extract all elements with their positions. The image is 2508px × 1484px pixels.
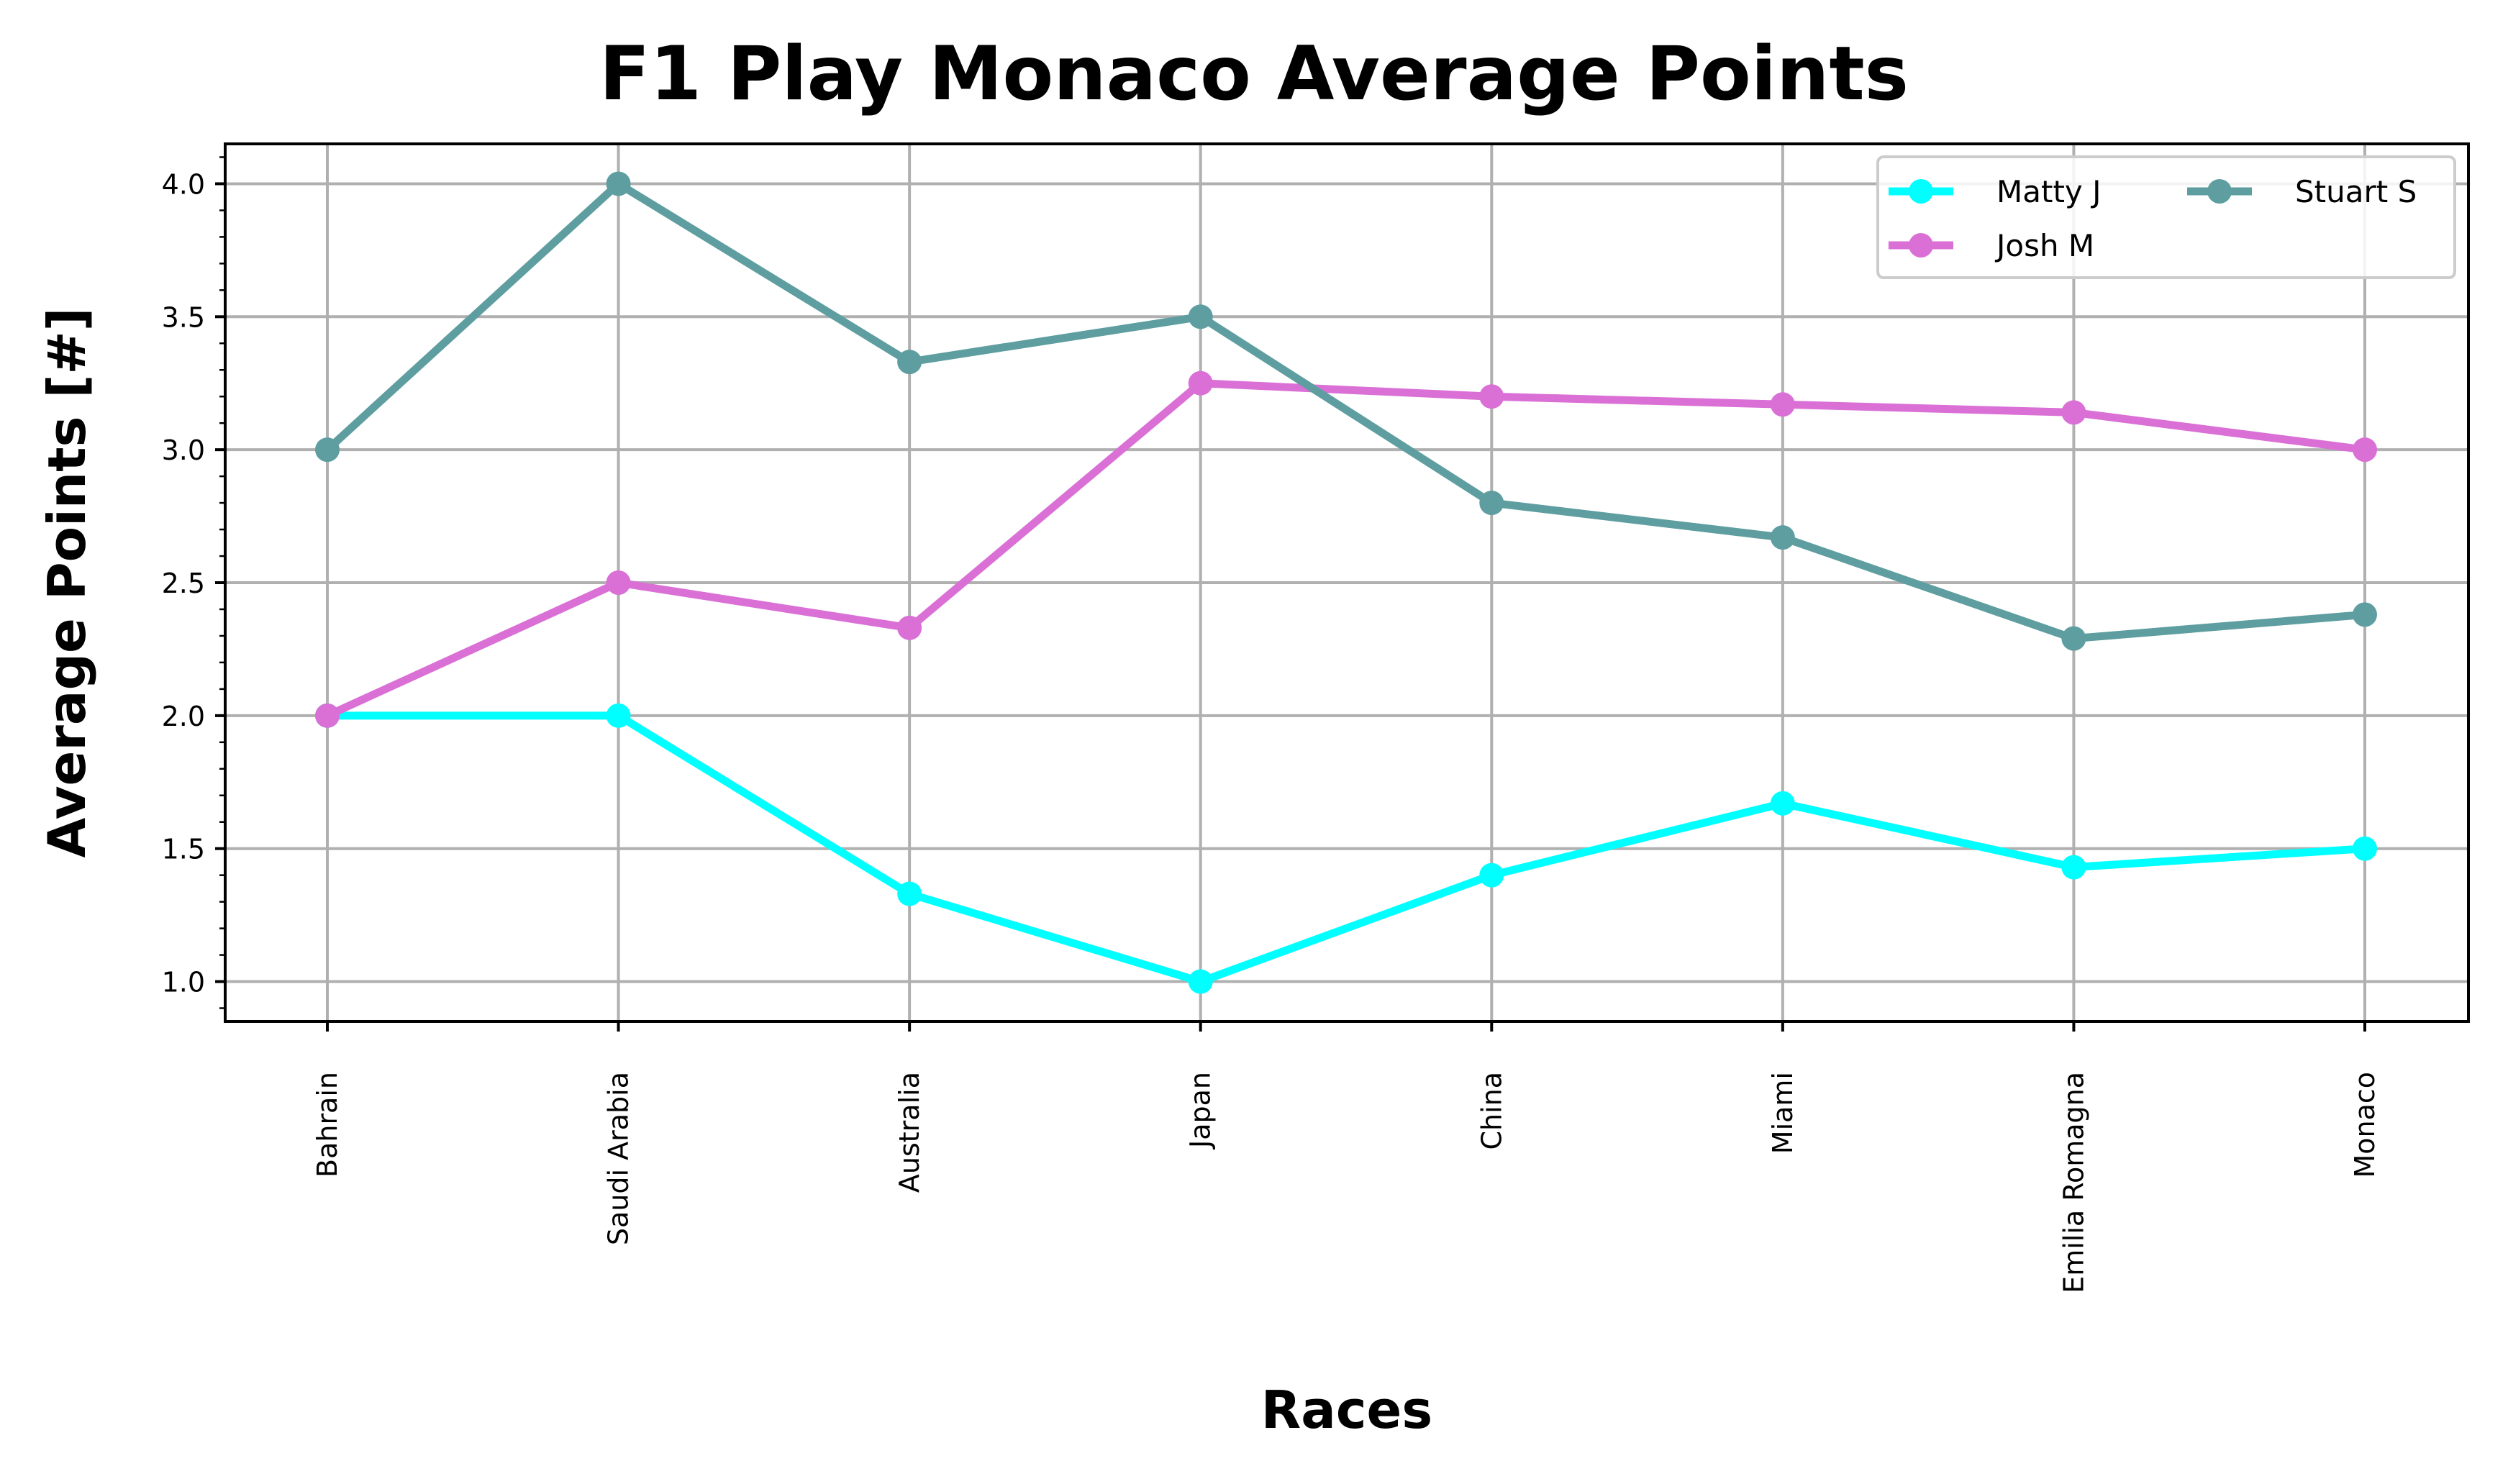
x-tick-label: Australia [894, 1072, 925, 1193]
data-point [315, 437, 340, 463]
legend: Matty J Josh M Stuart S [1876, 155, 2456, 279]
x-tick-label: Emilia Romagna [2058, 1072, 2089, 1293]
data-point [1479, 384, 1504, 409]
x-axis-label: Races [1261, 1380, 1432, 1440]
y-axis-label: Average Points [#] [37, 307, 97, 857]
x-tick-label: Bahrain [312, 1072, 343, 1178]
x-tick-label: Monaco [2349, 1072, 2381, 1178]
legend-swatch-marker [2207, 179, 2232, 204]
series-josh-m [315, 370, 2377, 728]
y-tick-label: 4.0 [162, 168, 205, 200]
x-tick-label: Japan [1185, 1072, 1217, 1150]
y-tick-label: 2.0 [162, 701, 205, 732]
legend-label: Matty J [1996, 174, 2102, 209]
data-point [2061, 855, 2086, 880]
data-point [1188, 370, 1213, 396]
data-point [1188, 304, 1213, 329]
legend-label: Stuart S [2295, 174, 2417, 209]
data-point [606, 703, 631, 728]
x-tick-label: Saudi Arabia [603, 1072, 635, 1245]
data-point [897, 615, 922, 640]
y-tick-label: 3.5 [162, 301, 205, 333]
chart-title: F1 Play Monaco Average Points [599, 31, 1909, 117]
data-point [606, 570, 631, 595]
legend-swatch-marker [1909, 233, 1933, 258]
y-tick-label: 1.0 [162, 967, 205, 998]
series-layer [315, 171, 2377, 994]
x-tick-label: Miami [1767, 1072, 1799, 1154]
legend-label: Josh M [1994, 228, 2094, 263]
data-point [2061, 626, 2086, 651]
data-point [2061, 400, 2086, 425]
axis-ticks: Bahrain Saudi Arabia Australia Japan China Mi… [162, 156, 2381, 1293]
data-point [1479, 862, 1504, 888]
y-tick-label: 1.5 [162, 834, 205, 865]
data-point [897, 881, 922, 906]
data-point [1770, 525, 1795, 550]
series-stuart-s [315, 171, 2377, 651]
data-point [1188, 969, 1213, 994]
x-tick-label: China [1476, 1072, 1507, 1150]
data-point [1770, 392, 1795, 417]
data-point [1479, 491, 1504, 516]
data-point [897, 350, 922, 375]
series-line [323, 179, 2369, 643]
legend-box [1876, 155, 2456, 279]
data-point [606, 171, 631, 196]
y-tick-label: 2.5 [162, 568, 205, 599]
data-point [1770, 791, 1795, 816]
data-point [315, 703, 340, 728]
legend-entry: Matty J [1889, 174, 2102, 209]
y-tick-label: 3.0 [162, 434, 205, 466]
legend-swatch-marker [1909, 179, 1933, 204]
series-line [323, 379, 2369, 720]
series-line [323, 711, 2369, 986]
legend-entry: Josh M [1889, 228, 2094, 263]
data-point [2353, 836, 2377, 861]
legend-entry: Stuart S [2187, 174, 2417, 209]
data-point [2353, 437, 2377, 463]
data-point [2353, 602, 2377, 627]
